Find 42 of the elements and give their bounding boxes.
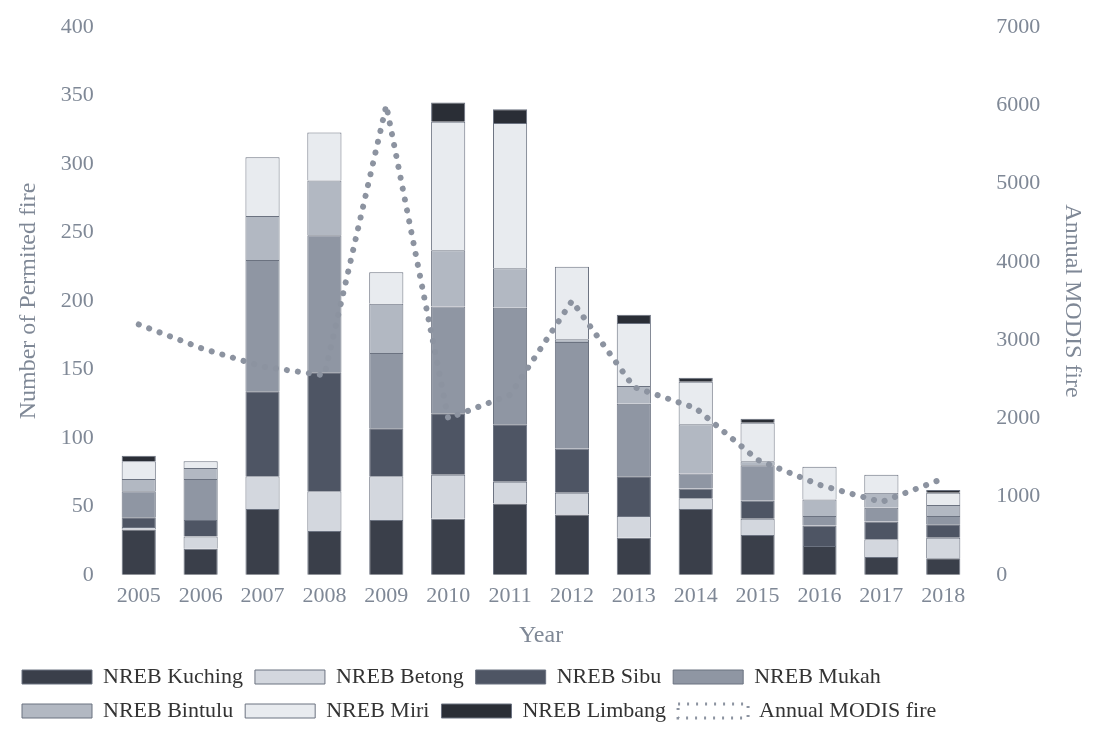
y-axis-title: Number of Permited fire bbox=[13, 182, 40, 420]
y-tick-label: 100 bbox=[60, 423, 94, 449]
x-axis-title: Year bbox=[518, 620, 564, 647]
x-tick-label: 2005 bbox=[116, 581, 161, 607]
y-tick-label: 350 bbox=[60, 81, 94, 107]
x-tick-label: 2010 bbox=[426, 581, 471, 607]
y-tick-label: 300 bbox=[60, 149, 94, 175]
x-tick-label: 2014 bbox=[673, 581, 718, 607]
y-tick-label: 50 bbox=[71, 492, 94, 518]
legend-label: NREB Mukah bbox=[754, 662, 881, 688]
y2-tick-label: 5000 bbox=[996, 169, 1041, 195]
y2-tick-label: 3000 bbox=[996, 325, 1041, 351]
x-tick-label: 2011 bbox=[488, 581, 532, 607]
y2-tick-label: 7000 bbox=[996, 12, 1041, 38]
y-tick-label: 200 bbox=[60, 286, 94, 312]
x-tick-label: 2007 bbox=[240, 581, 285, 607]
y2-tick-label: 4000 bbox=[996, 247, 1041, 273]
legend-label: NREB Bintulu bbox=[103, 696, 234, 722]
y2-tick-label: 1000 bbox=[996, 482, 1041, 508]
x-tick-label: 2016 bbox=[797, 581, 842, 607]
x-tick-label: 2006 bbox=[178, 581, 223, 607]
y-tick-label: 150 bbox=[60, 355, 94, 381]
y-tick-label: 250 bbox=[60, 218, 94, 244]
x-tick-label: 2017 bbox=[859, 581, 904, 607]
x-tick-label: 2008 bbox=[302, 581, 347, 607]
x-tick-label: 2012 bbox=[549, 581, 594, 607]
legend-label: NREB Kuching bbox=[103, 662, 243, 688]
legend-label: Annual MODIS fire bbox=[759, 696, 937, 722]
legend-label: NREB Miri bbox=[326, 696, 430, 722]
y2-tick-label: 0 bbox=[996, 560, 1008, 586]
y2-axis-title: Annual MODIS fire bbox=[1061, 204, 1088, 398]
y2-tick-label: 2000 bbox=[996, 404, 1041, 430]
legend-label: NREB Sibu bbox=[556, 662, 662, 688]
x-tick-label: 2015 bbox=[735, 581, 780, 607]
y-tick-label: 0 bbox=[82, 560, 94, 586]
x-tick-label: 2018 bbox=[921, 581, 966, 607]
x-tick-label: 2013 bbox=[611, 581, 656, 607]
y2-tick-label: 6000 bbox=[996, 91, 1041, 117]
x-tick-label: 2009 bbox=[364, 581, 409, 607]
legend-label: NREB Limbang bbox=[522, 696, 667, 722]
legend-label: NREB Betong bbox=[335, 662, 464, 688]
y-tick-label: 400 bbox=[60, 12, 94, 38]
